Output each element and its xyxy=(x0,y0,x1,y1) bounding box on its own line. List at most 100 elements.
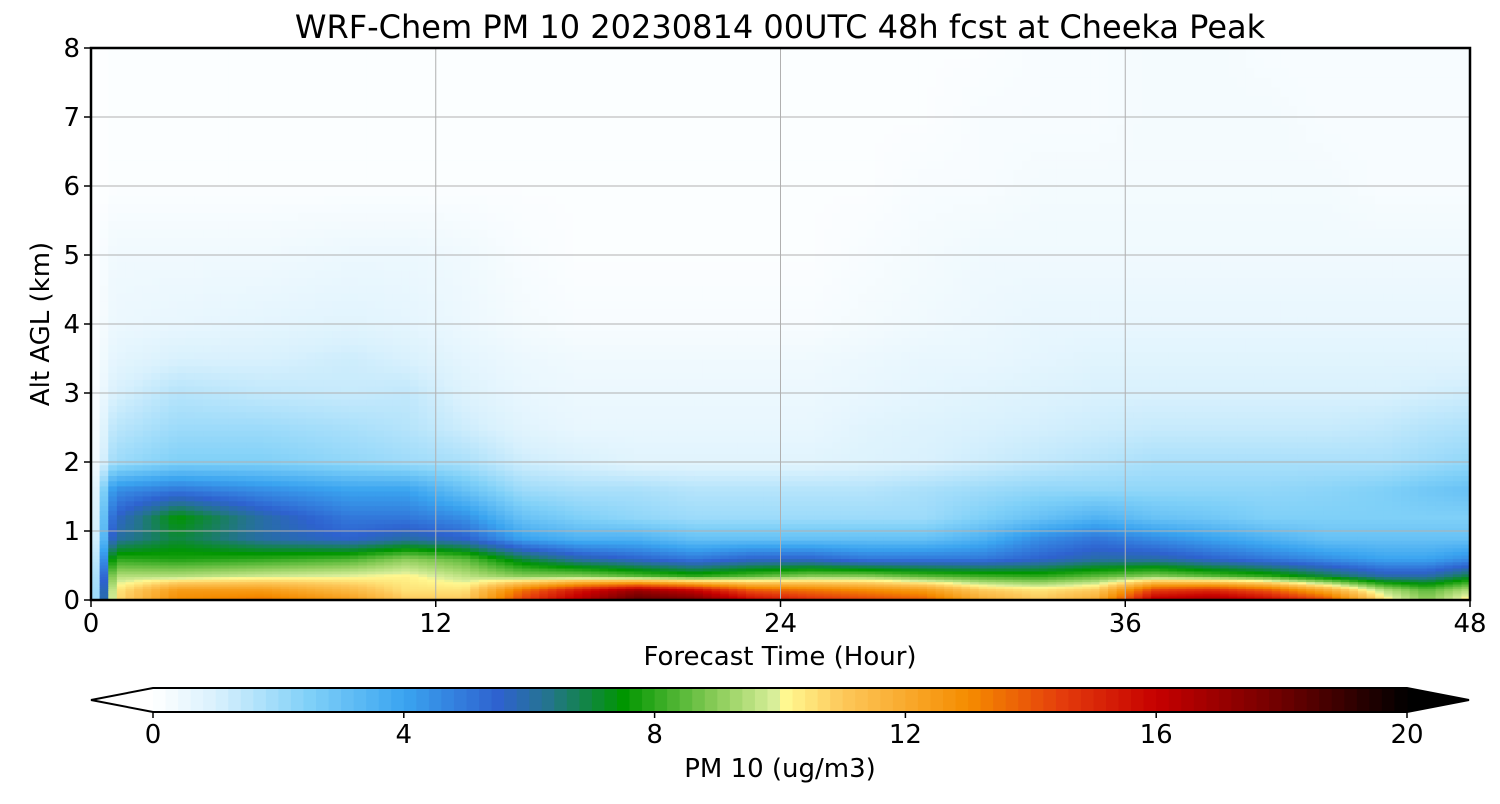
heatmap-cell xyxy=(1047,597,1057,600)
heatmap-cell xyxy=(789,543,799,549)
heatmap-cell xyxy=(702,591,713,595)
heatmap-cell xyxy=(1142,586,1152,589)
heatmap-cell xyxy=(1314,527,1325,533)
heatmap-cell xyxy=(711,588,721,591)
heatmap-cell xyxy=(289,593,299,596)
heatmap-cell xyxy=(418,547,428,552)
heatmap-cell xyxy=(435,595,445,597)
heatmap-cell xyxy=(220,591,230,595)
heatmap-cell xyxy=(1168,519,1178,525)
heatmap-cell xyxy=(211,554,221,559)
heatmap-cell xyxy=(159,593,170,596)
heatmap-cell xyxy=(573,593,583,596)
heatmap-cell xyxy=(203,593,213,596)
heatmap-cell xyxy=(246,591,256,595)
heatmap-cell xyxy=(340,514,351,520)
heatmap-cell xyxy=(935,588,945,591)
heatmap-cell xyxy=(616,551,626,556)
heatmap-cell xyxy=(487,590,497,593)
heatmap-cell xyxy=(763,532,773,537)
heatmap-cell xyxy=(521,536,532,541)
heatmap-cell xyxy=(246,588,256,591)
heatmap-cell xyxy=(513,593,523,596)
heatmap-cell xyxy=(909,543,919,549)
heatmap-cell xyxy=(384,591,394,595)
heatmap-cell xyxy=(1004,597,1014,600)
heatmap-cell xyxy=(521,519,532,525)
heatmap-cell xyxy=(418,590,428,593)
heatmap-cell xyxy=(927,597,937,600)
heatmap-cell xyxy=(1099,596,1109,599)
heatmap-cell xyxy=(728,551,739,556)
heatmap-cell xyxy=(995,596,1006,599)
heatmap-cell xyxy=(125,593,135,596)
heatmap-cell xyxy=(1271,596,1281,599)
heatmap-cell xyxy=(254,588,264,591)
heatmap-cell xyxy=(1280,593,1290,596)
heatmap-cell xyxy=(1159,523,1169,529)
heatmap-cell xyxy=(1349,596,1359,599)
heatmap-cell xyxy=(1202,536,1213,541)
heatmap-cell xyxy=(1444,593,1454,596)
heatmap-cell xyxy=(1254,527,1264,533)
heatmap-cell xyxy=(918,590,928,593)
heatmap-cell xyxy=(1082,532,1092,537)
heatmap-cell xyxy=(901,597,911,600)
heatmap-cell xyxy=(409,527,420,533)
heatmap-cell xyxy=(254,543,264,549)
heatmap-cell xyxy=(797,597,807,600)
heatmap-cell xyxy=(513,527,523,533)
heatmap-cell xyxy=(315,596,325,599)
heatmap-cell xyxy=(746,590,756,593)
heatmap-cell xyxy=(633,597,644,600)
heatmap-cell xyxy=(797,523,807,529)
heatmap-cell xyxy=(254,596,264,599)
heatmap-cell xyxy=(995,588,1006,591)
heatmap-cell xyxy=(1073,596,1083,599)
heatmap-cell xyxy=(220,586,230,589)
heatmap-cell xyxy=(358,590,368,593)
heatmap-cell xyxy=(1280,597,1290,600)
heatmap-cell xyxy=(478,554,489,559)
heatmap-cell xyxy=(168,547,178,552)
heatmap-cell xyxy=(556,591,566,595)
heatmap-cell xyxy=(858,583,868,587)
heatmap-cell xyxy=(625,588,635,591)
heatmap-cell xyxy=(1314,596,1325,599)
heatmap-cell xyxy=(1159,586,1169,589)
heatmap-cell xyxy=(392,583,402,587)
heatmap-cell xyxy=(530,536,540,541)
heatmap-cell xyxy=(496,547,506,552)
heatmap-cell xyxy=(349,514,359,520)
heatmap-cell xyxy=(642,597,652,600)
heatmap-cell xyxy=(892,597,902,600)
heatmap-cell xyxy=(1099,547,1109,552)
heatmap-cell xyxy=(340,593,351,596)
heatmap-cell xyxy=(1271,532,1281,537)
heatmap-cell xyxy=(513,597,523,600)
heatmap-cell xyxy=(1056,519,1066,525)
heatmap-cell xyxy=(323,586,333,589)
heatmap-cell xyxy=(702,536,713,541)
heatmap-cell xyxy=(358,523,368,529)
heatmap-cell xyxy=(737,593,747,596)
heatmap-cell xyxy=(1220,596,1230,599)
heatmap-cell xyxy=(754,595,764,597)
heatmap-cell xyxy=(323,519,333,525)
heatmap-cell xyxy=(909,527,919,533)
heatmap-cell xyxy=(168,514,178,520)
heatmap-cell xyxy=(392,551,402,556)
heatmap-cell xyxy=(1444,591,1454,595)
heatmap-cell xyxy=(970,583,980,587)
heatmap-cell xyxy=(1004,532,1014,537)
heatmap-cell xyxy=(461,596,471,599)
heatmap-cell xyxy=(246,597,256,600)
heatmap-cell xyxy=(883,597,894,600)
heatmap-cell xyxy=(297,547,308,552)
heatmap-cell xyxy=(263,536,273,541)
heatmap-cell xyxy=(1168,532,1178,537)
heatmap-cell xyxy=(961,583,971,587)
heatmap-cell xyxy=(547,596,558,599)
heatmap-cell xyxy=(797,551,807,556)
heatmap-cell xyxy=(608,532,618,537)
